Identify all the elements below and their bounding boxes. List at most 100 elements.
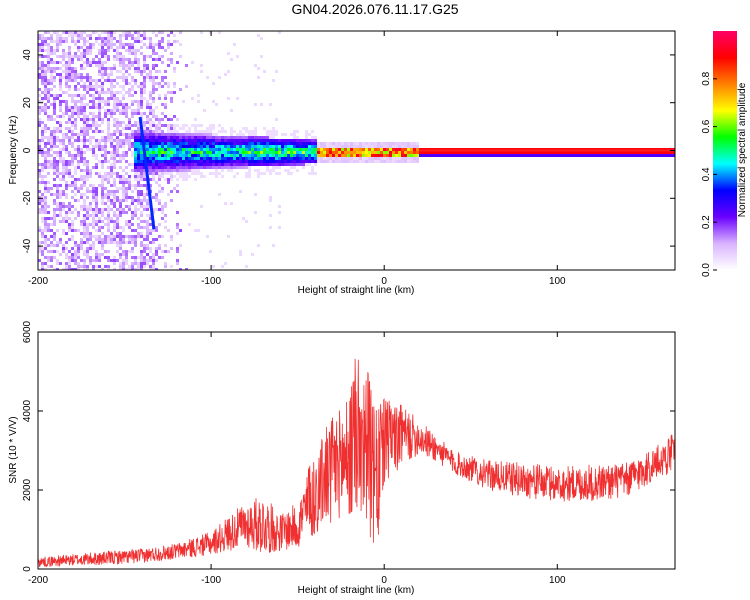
spectrogram-cell — [83, 163, 86, 166]
spectrogram-cell — [131, 199, 134, 202]
spectrogram-cell — [404, 142, 407, 145]
spectrogram-cell — [173, 163, 176, 166]
spectrogram-cell — [191, 151, 194, 154]
spectrogram-cell — [56, 151, 59, 154]
spectrogram-cell — [116, 217, 119, 220]
spectrogram-cell — [377, 148, 380, 151]
spectrogram-cell — [122, 187, 125, 190]
spectrogram-cell — [143, 58, 146, 61]
spectrogram-cell — [95, 199, 98, 202]
spectrogram-cell — [59, 160, 62, 163]
spectrogram-cell — [176, 262, 179, 265]
spectrogram-cell — [140, 91, 143, 94]
spectrogram-cell — [83, 202, 86, 205]
spectrogram-cell — [59, 172, 62, 175]
spectrogram-cell — [176, 226, 179, 229]
spectrogram-cell — [140, 175, 143, 178]
spectrogram-cell — [131, 37, 134, 40]
spectrogram-cell — [560, 154, 563, 157]
spectrogram-cell — [377, 142, 380, 145]
spectrogram-cell — [38, 148, 41, 151]
spectrogram-cell — [191, 124, 194, 127]
spectrogram-cell — [146, 151, 149, 154]
spectrogram-cell — [143, 199, 146, 202]
spectrogram-cell — [401, 160, 404, 163]
spectrogram-cell — [293, 136, 296, 139]
spectrogram-cell — [125, 151, 128, 154]
spectrogram-cell — [131, 109, 134, 112]
snr-y-tick-label: 2000 — [22, 478, 33, 501]
spectrogram-cell — [176, 223, 179, 226]
spectrogram-cell — [164, 202, 167, 205]
spectrogram-cell — [119, 211, 122, 214]
spectrogram-cell — [71, 205, 74, 208]
spectrogram-cell — [53, 136, 56, 139]
spectrogram-cell — [65, 85, 68, 88]
spectrogram-cell — [137, 223, 140, 226]
spectrogram-cell — [68, 229, 71, 232]
spectrogram-cell — [173, 124, 176, 127]
spectrogram-cell — [77, 37, 80, 40]
spectrogram-cell — [119, 187, 122, 190]
spectrogram-cell — [149, 247, 152, 250]
spectrogram-cell — [218, 145, 221, 148]
spectrogram-cell — [659, 154, 662, 157]
spectrogram-cell — [53, 49, 56, 52]
spectrogram-cell — [113, 64, 116, 67]
spectrogram-cell — [212, 172, 215, 175]
spectrogram-cell — [110, 112, 113, 115]
spectrogram-cell — [68, 223, 71, 226]
spectrogram-cell — [140, 142, 143, 145]
spectrogram-cell — [98, 229, 101, 232]
spectrogram-cell — [314, 145, 317, 148]
spectrogram-cell — [101, 163, 104, 166]
spectrogram-cell — [116, 118, 119, 121]
spectrogram-cell — [56, 154, 59, 157]
spectrogram-cell — [146, 55, 149, 58]
spectrogram-cell — [266, 145, 269, 148]
spectrogram-cell — [116, 70, 119, 73]
spectrogram-cell — [134, 112, 137, 115]
spectrogram-cell — [320, 142, 323, 145]
spectrogram-cell — [242, 145, 245, 148]
spectrogram-cell — [98, 106, 101, 109]
spectrogram-cell — [128, 73, 131, 76]
spectrogram-cell — [344, 151, 347, 154]
spectrogram-cell — [95, 202, 98, 205]
spectrogram-cell — [44, 67, 47, 70]
spectrogram-cell — [650, 154, 653, 157]
spectrogram-cell — [134, 100, 137, 103]
spectrogram-cell — [221, 169, 224, 172]
spectrogram-cell — [371, 154, 374, 157]
spectrogram-cell — [143, 130, 146, 133]
spectrogram-cell — [128, 238, 131, 241]
spectrogram-cell — [215, 172, 218, 175]
spectrogram-cell — [44, 154, 47, 157]
spectrogram-cell — [62, 148, 65, 151]
spectrogram-cell — [293, 133, 296, 136]
spectrogram-cell — [197, 166, 200, 169]
spectrogram-cell — [92, 166, 95, 169]
spectrogram-cell — [95, 82, 98, 85]
spectrogram-cell — [167, 169, 170, 172]
spectrogram-cell — [65, 64, 68, 67]
spectrogram-cell — [116, 145, 119, 148]
snr-y-axis-label: SNR (10 * V/V) — [8, 416, 19, 483]
spectrogram-cell — [143, 184, 146, 187]
spectrogram-cell — [134, 199, 137, 202]
spectrogram-cell — [380, 160, 383, 163]
spectrogram-cell — [89, 82, 92, 85]
spectrogram-cell — [38, 196, 41, 199]
spectrogram-cell — [143, 133, 146, 136]
spectrogram-cell — [407, 151, 410, 154]
spectrogram-cell — [260, 37, 263, 40]
spectrogram-cell — [53, 268, 56, 270]
spectrogram-cell — [98, 217, 101, 220]
spectrogram-cell — [254, 103, 257, 106]
spectrogram-cell — [110, 46, 113, 49]
spectrogram-cell — [131, 130, 134, 133]
spectrogram-cell — [47, 142, 50, 145]
spectrogram-cell — [554, 151, 557, 154]
spectrogram-cell — [611, 151, 614, 154]
